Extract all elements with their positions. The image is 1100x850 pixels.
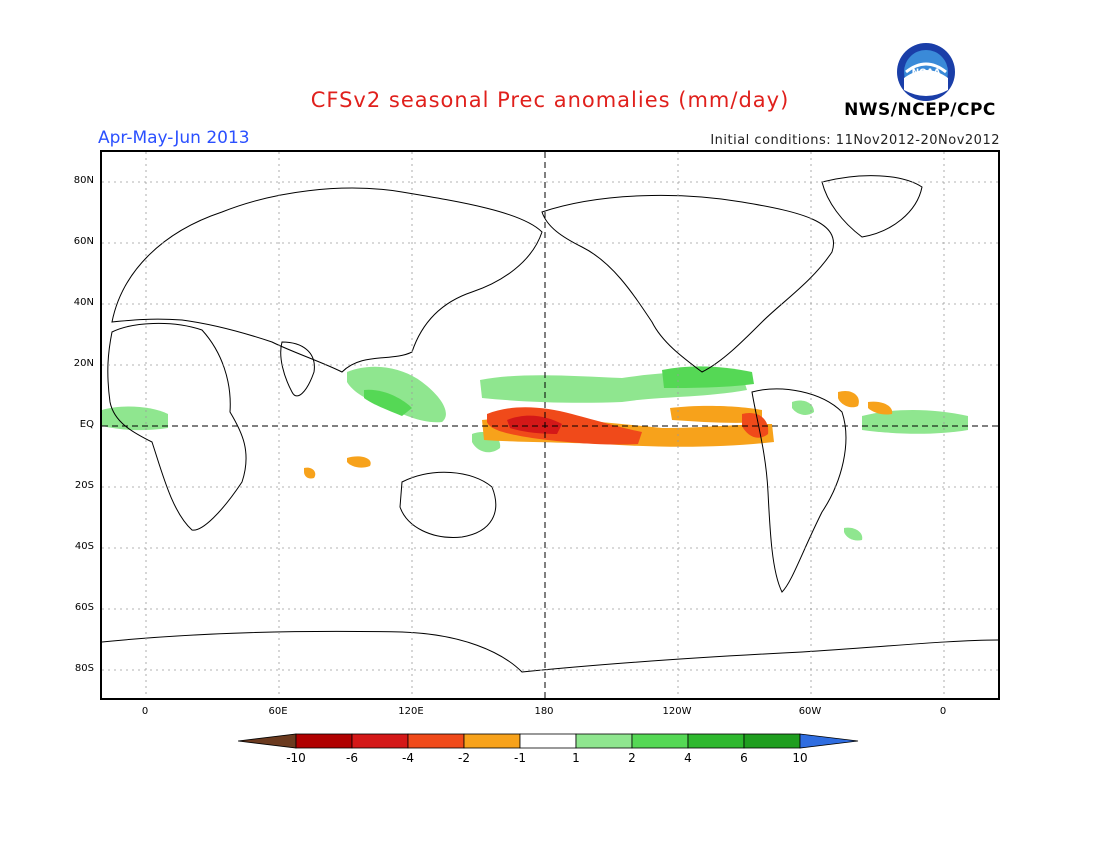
reference-lines [102, 152, 998, 698]
colorbar-tick-label: 4 [684, 751, 692, 765]
colorbar-arrow-low [238, 733, 297, 749]
lat-label-eq: EQ [79, 419, 94, 430]
anomaly-shading [102, 366, 968, 541]
lon-label-180: 180 [534, 706, 554, 717]
colorbar-cell [743, 733, 801, 749]
map-frame [100, 150, 1000, 700]
lat-label-20n: 20N [73, 358, 94, 369]
amazon-wet [792, 400, 814, 415]
anomaly-map [101, 152, 999, 698]
equatorial-africa-wet [102, 406, 168, 431]
maritime-continent-wet-2 [364, 389, 412, 416]
lat-label-40s: 40S [74, 541, 94, 552]
maritime-continent-wet [347, 366, 446, 423]
lon-label-60e: 60E [268, 706, 288, 717]
colorbar-cell [575, 733, 633, 749]
north-east-pacific-dry [670, 405, 762, 423]
colorbar-tick-label: -1 [514, 751, 526, 765]
coastlines [101, 175, 999, 673]
colorbar-arrow-high [799, 733, 859, 749]
lat-label-80n: 80N [73, 175, 94, 186]
atlantic-dry-spot-2 [868, 401, 893, 415]
colorbar-tick-label: -4 [402, 751, 414, 765]
colorbar-tick-label: -2 [458, 751, 470, 765]
chart-title: CFSv2 seasonal Prec anomalies (mm/day) [310, 88, 790, 112]
colorbar-cell [463, 733, 521, 749]
colorbar-cell [295, 733, 353, 749]
lon-label-0: 0 [141, 706, 149, 717]
lat-label-80s: 80S [74, 663, 94, 674]
colorbar-tick-label: 10 [792, 751, 808, 765]
logo: NOAA [896, 42, 956, 102]
lon-label-120w: 120W [662, 706, 692, 717]
lon-label-0-east: 0 [939, 706, 947, 717]
colorbar-tick-label: 6 [740, 751, 748, 765]
lat-label-60s: 60S [74, 602, 94, 613]
itcz-wet-band-2 [662, 366, 754, 388]
graticule [102, 152, 998, 698]
logo-text: NOAA [912, 68, 941, 78]
forecast-period: Apr-May-Jun 2013 [98, 128, 250, 148]
tropical-atlantic-wet [862, 410, 968, 434]
colorbar-cell [687, 733, 745, 749]
colorbar-cell [519, 733, 577, 749]
south-atlantic-wet [844, 527, 863, 541]
equatorial-central-pacific-dry [507, 415, 562, 434]
colorbar-tick-label: 2 [628, 751, 636, 765]
lat-label-60n: 60N [73, 236, 94, 247]
indian-ocean-dry [347, 456, 371, 468]
colorbar [238, 733, 859, 749]
initial-conditions: Initial conditions: 11Nov2012-20Nov2012 [710, 133, 1000, 148]
colorbar-cell [351, 733, 409, 749]
lon-label-120e: 120E [398, 706, 424, 717]
colorbar-cell [631, 733, 689, 749]
colorbar-tick-label: -10 [286, 751, 306, 765]
south-america-coast-dry [742, 412, 769, 438]
noaa-logo-icon: NOAA [897, 43, 955, 101]
colorbar-cell [407, 733, 465, 749]
lat-label-20s: 20S [74, 480, 94, 491]
atlantic-dry-spot [838, 390, 859, 408]
colorbar-tick-label: -6 [346, 751, 358, 765]
indian-ocean-dry-2 [304, 467, 316, 479]
lon-label-60w: 60W [798, 706, 822, 717]
lat-label-40n: 40N [73, 297, 94, 308]
agency-label: NWS/NCEP/CPC [844, 100, 996, 120]
colorbar-tick-label: 1 [572, 751, 580, 765]
